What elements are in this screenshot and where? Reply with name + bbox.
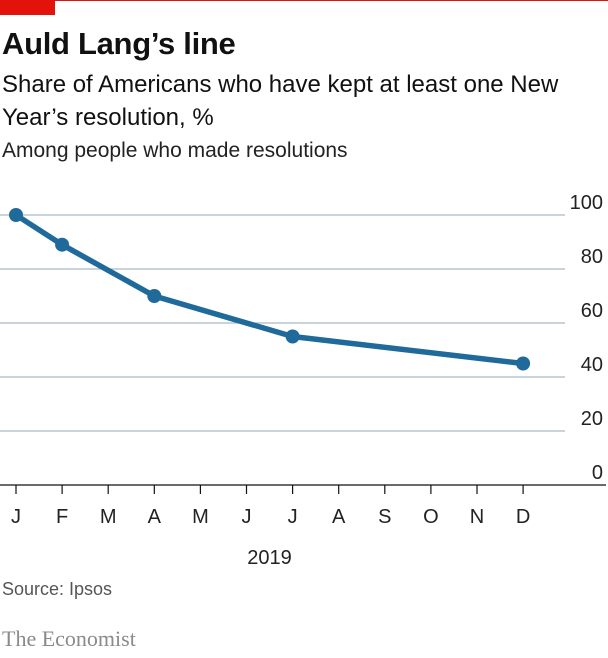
data-point [9, 208, 23, 222]
y-tick-label: 80 [581, 246, 603, 268]
x-tick-label: D [516, 506, 530, 528]
x-tick-label: S [378, 506, 391, 528]
x-tick-label: A [332, 506, 346, 528]
x-tick-label: J [288, 506, 298, 528]
x-axis-title: 2019 [247, 547, 292, 569]
line-chart: 0 20 40 60 80 100 J F M A M J J A S O N D 2019 [0, 192, 606, 569]
data-point [55, 237, 70, 252]
y-tick-label: 20 [581, 408, 603, 430]
data-point [147, 289, 162, 303]
y-tick-label: 60 [581, 300, 603, 322]
x-tick-label: O [423, 506, 439, 528]
y-tick-label: 40 [581, 354, 603, 376]
y-axis-labels: 0 20 40 60 80 100 [570, 192, 603, 484]
data-point [285, 329, 300, 344]
chart-subtitle: Share of Americans who have kept at leas… [2, 71, 559, 131]
x-tick-label: N [470, 506, 484, 528]
x-tick-label: F [56, 506, 68, 528]
brand-red-rule [55, 0, 608, 1]
publisher-logo: The Economist [2, 626, 136, 651]
data-point [516, 356, 531, 371]
brand-red-tag [0, 0, 55, 15]
chart-note: Among people who made resolutions [2, 139, 348, 162]
x-tick-label: J [11, 506, 21, 528]
series-points [9, 208, 531, 371]
chart-title: Auld Lang’s line [2, 26, 236, 61]
y-tick-label: 0 [592, 462, 603, 484]
source-note: Source: Ipsos [2, 579, 113, 599]
series-line-layer [13, 212, 526, 367]
x-tick-label: M [100, 506, 117, 528]
y-tick-label: 100 [570, 192, 603, 214]
x-tick-label: A [148, 506, 162, 528]
gridlines [0, 214, 565, 432]
series-line [13, 212, 526, 367]
x-tick-label: M [192, 506, 209, 528]
x-tick-label: J [242, 506, 252, 528]
